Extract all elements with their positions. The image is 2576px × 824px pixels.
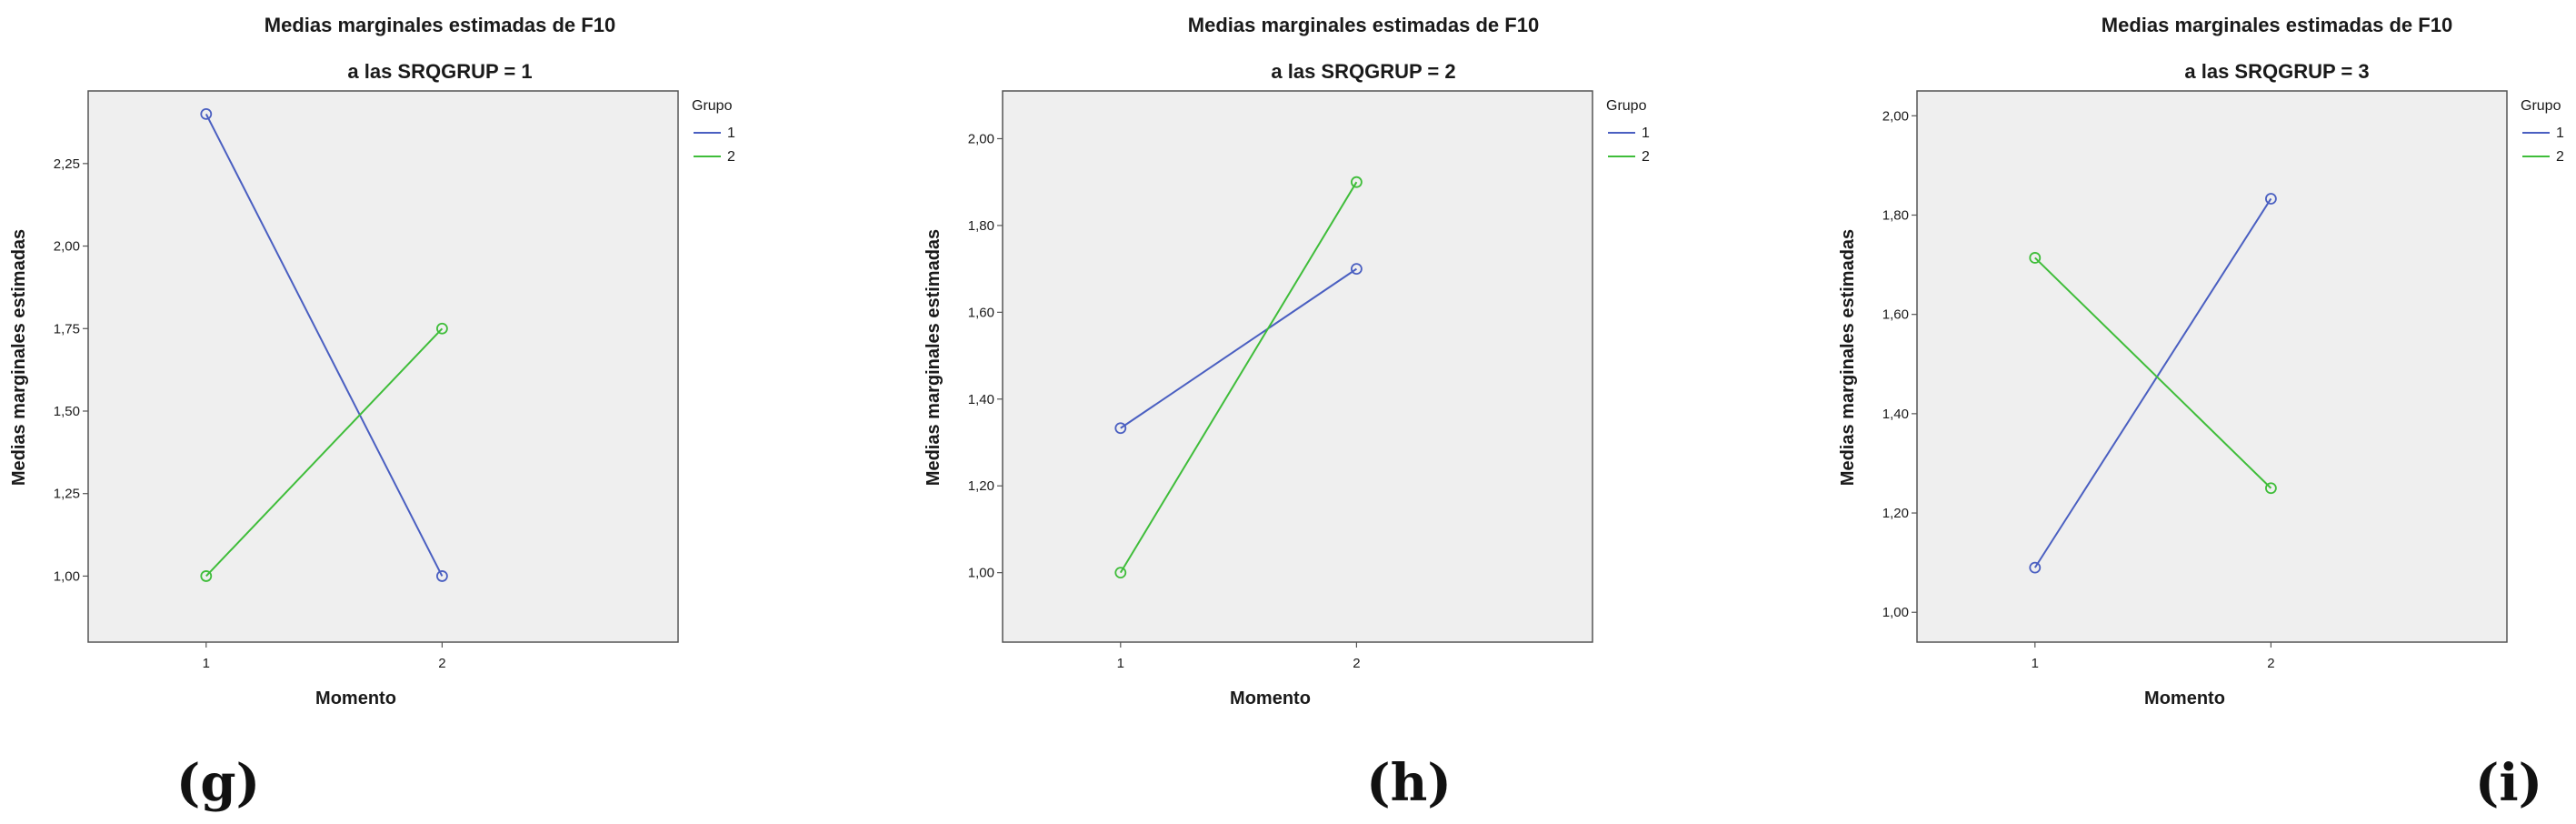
legend-title: Grupo [2521,98,2561,114]
legend: Grupo 1 2 [692,98,735,165]
legend-title: Grupo [692,98,733,114]
y-axis-label: Medias marginales estimadas [9,229,29,486]
y-tick-label: 1,20 [968,478,994,494]
y-tick-label: 1,60 [1882,307,1909,323]
y-tick-label: 1,40 [968,392,994,407]
chart-panel-1: Medias marginales estimadas de F10 a las … [9,14,735,813]
series-1-line [2033,197,2272,568]
series-1-line [205,113,444,577]
series-1-point-1 [200,108,213,120]
chart-panel-2: Medias marginales estimadas de F10 a las … [924,14,1650,813]
y-tick-label: 1,50 [54,404,80,419]
legend-label-1: 1 [727,126,735,141]
y-tick-label: 2,00 [1882,108,1909,124]
y-tick-label: 1,25 [54,487,80,502]
panel-label: (i) [2475,753,2542,813]
x-axis-label: Momento [2144,688,2225,708]
series-2-point-1 [2029,252,2042,264]
series-2-point-2 [2264,482,2277,495]
x-tick-label: 2 [1353,656,1360,671]
chart-subtitle: a las SRQGRUP = 3 [2184,60,2369,83]
legend: Grupo 1 2 [1606,98,1650,165]
plot-area [87,90,679,643]
y-tick-label: 1,60 [968,305,994,320]
x-axis-label: Momento [1230,688,1311,708]
plot-area [1002,90,1593,643]
series-2-point-2 [435,322,448,335]
chart-subtitle: a las SRQGRUP = 2 [1271,60,1455,83]
series-1-point-1 [2029,561,2042,574]
series-2-point-1 [1114,567,1127,579]
legend-label-1: 1 [2556,126,2564,141]
chart-title: Medias marginales estimadas de F10 [2102,14,2452,36]
plot-area [1916,90,2508,643]
series-1-point-2 [2264,193,2277,205]
legend-label-1: 1 [1642,126,1650,141]
x-tick-label: 1 [203,656,210,671]
panel-label: (g) [176,753,260,813]
y-tick-label: 1,75 [54,321,80,337]
y-tick-label: 1,00 [54,568,80,584]
series-1-line [1120,267,1357,429]
legend-title: Grupo [1606,98,1647,114]
chart-title: Medias marginales estimadas de F10 [1188,14,1539,36]
series-1-point-2 [1351,263,1363,276]
panel-label: (h) [1366,753,1452,813]
x-axis-label: Momento [315,688,396,708]
y-tick-label: 1,00 [968,566,994,581]
chart-title: Medias marginales estimadas de F10 [265,14,615,36]
legend-label-2: 2 [727,149,735,165]
y-tick-label: 1,40 [1882,407,1909,422]
y-tick-label: 1,80 [968,218,994,234]
series-2-line [1119,181,1358,574]
chart-panel-3: Medias marginales estimadas de F10 a las … [1838,14,2564,813]
series-2-point-1 [200,570,213,582]
legend-label-2: 2 [2556,149,2564,165]
y-tick-label: 1,20 [1882,506,1909,521]
y-tick-label: 2,00 [968,131,994,146]
x-tick-label: 2 [438,656,445,671]
legend: Grupo 1 2 [2521,98,2564,165]
series-1-point-2 [435,570,448,582]
x-tick-label: 1 [1117,656,1124,671]
y-tick-label: 1,80 [1882,207,1909,223]
series-2-line [205,327,444,578]
chart-subtitle: a las SRQGRUP = 1 [347,60,532,83]
y-tick-label: 1,00 [1882,605,1909,620]
y-axis-label: Medias marginales estimadas [1838,229,1858,486]
x-tick-label: 2 [2267,656,2274,671]
series-2-line [2034,256,2272,489]
legend-label-2: 2 [1642,149,1650,165]
x-tick-label: 1 [2032,656,2039,671]
series-2-point-2 [1351,176,1363,188]
y-tick-label: 2,00 [54,239,80,255]
series-1-point-1 [1114,422,1127,435]
y-tick-label: 2,25 [54,156,80,172]
y-axis-label: Medias marginales estimadas [924,229,944,486]
